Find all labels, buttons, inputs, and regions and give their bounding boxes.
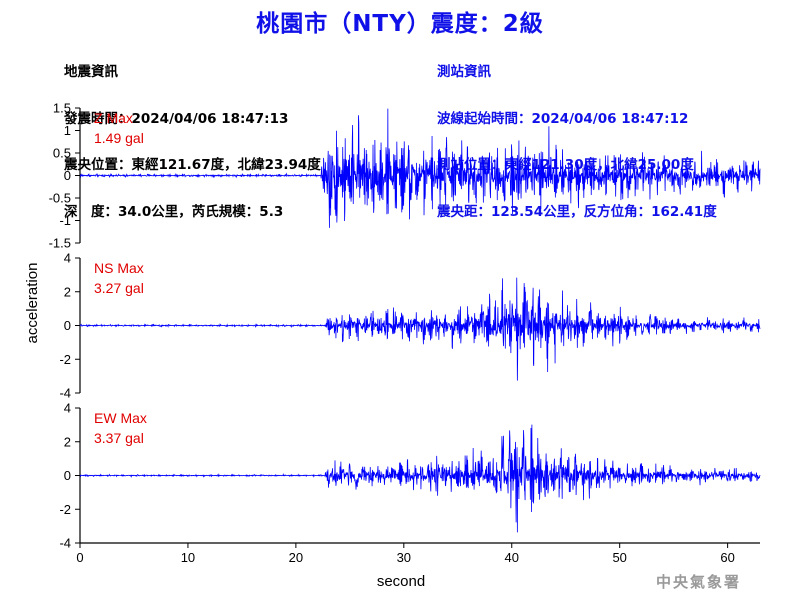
distance-azimuth-text: 震央距：123.54公里，反方位角：162.41度 [437,203,717,220]
chart-title: 桃園市（NTY）震度：2級 [256,11,544,37]
z-max-label: Z Max [94,110,133,126]
y-tick-label: -4 [59,386,71,401]
origin-time-text: 發震時間：2024/04/06 18:47:13 [64,110,289,127]
x-axis: 0 10 20 30 40 50 60 [76,542,760,565]
panel-ew: 4 2 0 -2 -4 EW Max 3.37 gal [59,401,761,551]
ns-max-value: 3.27 gal [94,280,144,296]
y-tick-label: -4 [59,536,71,551]
y-tick-label: -2 [59,352,71,367]
waveform-ew [79,424,761,533]
y-axis-label: acceleration [24,263,41,344]
y-tick-label: 0 [64,318,71,333]
x-tick-label: 40 [505,550,519,565]
earthquake-info-heading: 地震資訊 [64,64,118,80]
y-tick-label: 1.5 [53,101,71,116]
y-tick-label: 0 [64,468,71,483]
y-tick-label: 1 [64,123,71,138]
waveform-ns [79,277,761,381]
wave-onset-text: 波線起始時間：2024/04/06 18:47:12 [437,110,689,127]
y-tick-label: 4 [64,251,71,266]
earthquake-info-block: 地震資訊 發震時間：2024/04/06 18:47:13 震央位置：東經121… [64,34,321,236]
station-info-heading: 測站資訊 [437,64,491,80]
y-tick-label: -2 [59,502,71,517]
y-tick-label: 2 [64,434,71,449]
y-tick-label: -0.5 [49,191,71,206]
y-tick-label: -1 [59,213,71,228]
y-tick-label: 4 [64,401,71,416]
x-tick-label: 60 [720,550,734,565]
panel-ns: 4 2 0 -2 -4 NS Max 3.27 gal [59,251,761,401]
x-tick-label: 50 [612,550,626,565]
y-tick-label: -1.5 [49,236,71,251]
x-tick-label: 0 [76,550,83,565]
waveform-z [79,108,761,228]
agency-footer: 中央氣象署 [656,573,742,591]
z-max-value: 1.49 gal [94,130,144,146]
x-tick-label: 30 [397,550,411,565]
x-tick-label: 10 [181,550,195,565]
y-tick-label: 0.5 [53,146,71,161]
x-axis-label: second [377,573,425,590]
ew-max-label: EW Max [94,410,147,426]
epicenter-text: 震央位置：東經121.67度，北緯23.94度 [64,157,321,173]
ns-max-label: NS Max [94,260,144,276]
y-tick-label: 0 [64,168,71,183]
depth-magnitude-text: 深 度：34.0公里，芮氏規模：5.3 [64,203,284,220]
y-tick-label: 2 [64,284,71,299]
x-tick-label: 20 [289,550,303,565]
panel-z: 1.5 1 0.5 0 -0.5 -1 -1.5 Z Max 1.49 gal [49,101,761,251]
ew-max-value: 3.37 gal [94,430,144,446]
